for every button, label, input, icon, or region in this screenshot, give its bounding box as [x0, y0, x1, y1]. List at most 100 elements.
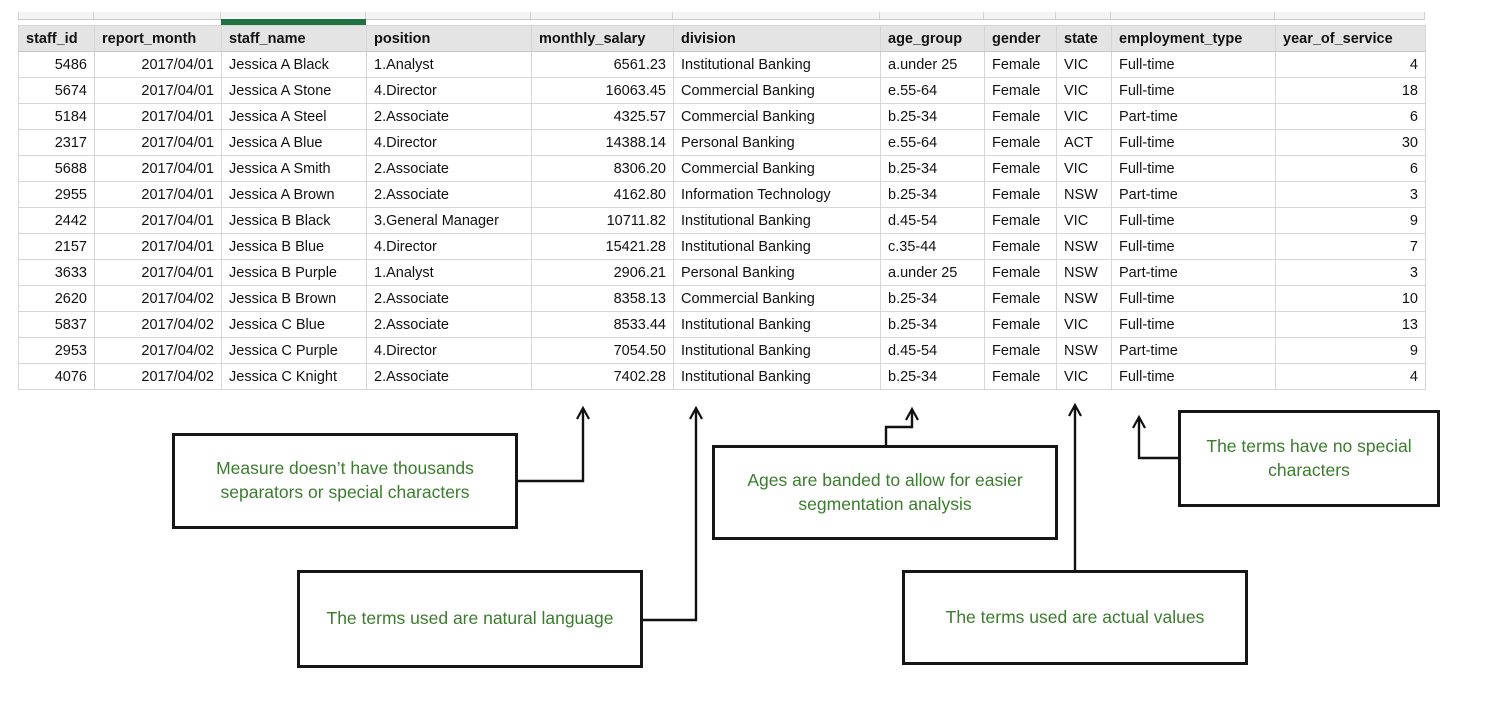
cell-year_of_service[interactable]: 4 — [1275, 363, 1426, 390]
cell-staff_name[interactable]: Jessica B Purple — [221, 259, 367, 286]
cell-staff_id[interactable]: 2317 — [18, 129, 95, 156]
cell-gender[interactable]: Female — [984, 337, 1057, 364]
cell-state[interactable]: ACT — [1056, 129, 1112, 156]
cell-gender[interactable]: Female — [984, 51, 1057, 78]
cell-position[interactable]: 1.Analyst — [366, 51, 532, 78]
cell-position[interactable]: 4.Director — [366, 77, 532, 104]
cell-employment_type[interactable]: Full-time — [1111, 233, 1276, 260]
cell-report_month[interactable]: 2017/04/02 — [94, 363, 222, 390]
cell-position[interactable]: 2.Associate — [366, 311, 532, 338]
cell-report_month[interactable]: 2017/04/01 — [94, 129, 222, 156]
cell-staff_name[interactable]: Jessica A Smith — [221, 155, 367, 182]
cell-age_group[interactable]: b.25-34 — [880, 103, 985, 130]
cell-state[interactable]: VIC — [1056, 51, 1112, 78]
cell-employment_type[interactable]: Full-time — [1111, 155, 1276, 182]
cell-employment_type[interactable]: Full-time — [1111, 77, 1276, 104]
cell-monthly_salary[interactable]: 7402.28 — [531, 363, 674, 390]
cell-age_group[interactable]: b.25-34 — [880, 285, 985, 312]
cell-year_of_service[interactable]: 9 — [1275, 207, 1426, 234]
cell-division[interactable]: Commercial Banking — [673, 285, 881, 312]
cell-staff_id[interactable]: 5486 — [18, 51, 95, 78]
cell-division[interactable]: Institutional Banking — [673, 363, 881, 390]
cell-position[interactable]: 4.Director — [366, 129, 532, 156]
cell-position[interactable]: 2.Associate — [366, 363, 532, 390]
cell-year_of_service[interactable]: 4 — [1275, 51, 1426, 78]
cell-gender[interactable]: Female — [984, 181, 1057, 208]
cell-staff_name[interactable]: Jessica C Purple — [221, 337, 367, 364]
cell-employment_type[interactable]: Full-time — [1111, 285, 1276, 312]
cell-age_group[interactable]: d.45-54 — [880, 207, 985, 234]
column-header-gender[interactable]: gender — [984, 25, 1057, 52]
cell-gender[interactable]: Female — [984, 363, 1057, 390]
cell-age_group[interactable]: b.25-34 — [880, 363, 985, 390]
cell-age_group[interactable]: c.35-44 — [880, 233, 985, 260]
cell-employment_type[interactable]: Full-time — [1111, 363, 1276, 390]
cell-staff_id[interactable]: 3633 — [18, 259, 95, 286]
cell-staff_id[interactable]: 5184 — [18, 103, 95, 130]
cell-division[interactable]: Institutional Banking — [673, 207, 881, 234]
cell-staff_name[interactable]: Jessica B Black — [221, 207, 367, 234]
cell-state[interactable]: NSW — [1056, 337, 1112, 364]
column-header-staff_name[interactable]: staff_name — [221, 25, 367, 52]
column-header-state[interactable]: state — [1056, 25, 1112, 52]
cell-position[interactable]: 2.Associate — [366, 285, 532, 312]
cell-age_group[interactable]: b.25-34 — [880, 311, 985, 338]
cell-staff_id[interactable]: 5837 — [18, 311, 95, 338]
cell-staff_name[interactable]: Jessica B Blue — [221, 233, 367, 260]
cell-report_month[interactable]: 2017/04/01 — [94, 233, 222, 260]
cell-report_month[interactable]: 2017/04/01 — [94, 155, 222, 182]
cell-age_group[interactable]: b.25-34 — [880, 155, 985, 182]
column-header-year_of_service[interactable]: year_of_service — [1275, 25, 1426, 52]
cell-year_of_service[interactable]: 6 — [1275, 155, 1426, 182]
cell-position[interactable]: 4.Director — [366, 233, 532, 260]
cell-age_group[interactable]: a.under 25 — [880, 259, 985, 286]
cell-gender[interactable]: Female — [984, 155, 1057, 182]
cell-age_group[interactable]: e.55-64 — [880, 129, 985, 156]
cell-gender[interactable]: Female — [984, 129, 1057, 156]
cell-staff_id[interactable]: 2442 — [18, 207, 95, 234]
cell-staff_id[interactable]: 2955 — [18, 181, 95, 208]
cell-year_of_service[interactable]: 30 — [1275, 129, 1426, 156]
cell-position[interactable]: 2.Associate — [366, 155, 532, 182]
cell-division[interactable]: Commercial Banking — [673, 103, 881, 130]
cell-staff_id[interactable]: 4076 — [18, 363, 95, 390]
cell-employment_type[interactable]: Part-time — [1111, 103, 1276, 130]
cell-gender[interactable]: Female — [984, 207, 1057, 234]
cell-employment_type[interactable]: Full-time — [1111, 129, 1276, 156]
cell-gender[interactable]: Female — [984, 233, 1057, 260]
column-header-employment_type[interactable]: employment_type — [1111, 25, 1276, 52]
cell-position[interactable]: 3.General Manager — [366, 207, 532, 234]
cell-gender[interactable]: Female — [984, 77, 1057, 104]
cell-division[interactable]: Institutional Banking — [673, 233, 881, 260]
cell-division[interactable]: Institutional Banking — [673, 311, 881, 338]
cell-year_of_service[interactable]: 9 — [1275, 337, 1426, 364]
cell-employment_type[interactable]: Full-time — [1111, 51, 1276, 78]
cell-staff_name[interactable]: Jessica C Blue — [221, 311, 367, 338]
cell-staff_id[interactable]: 5688 — [18, 155, 95, 182]
cell-division[interactable]: Institutional Banking — [673, 51, 881, 78]
cell-employment_type[interactable]: Part-time — [1111, 259, 1276, 286]
cell-state[interactable]: VIC — [1056, 207, 1112, 234]
cell-monthly_salary[interactable]: 8306.20 — [531, 155, 674, 182]
cell-state[interactable]: VIC — [1056, 155, 1112, 182]
cell-division[interactable]: Commercial Banking — [673, 77, 881, 104]
cell-state[interactable]: NSW — [1056, 285, 1112, 312]
cell-division[interactable]: Institutional Banking — [673, 337, 881, 364]
cell-year_of_service[interactable]: 3 — [1275, 259, 1426, 286]
cell-gender[interactable]: Female — [984, 285, 1057, 312]
column-header-report_month[interactable]: report_month — [94, 25, 222, 52]
cell-gender[interactable]: Female — [984, 103, 1057, 130]
cell-report_month[interactable]: 2017/04/02 — [94, 311, 222, 338]
cell-position[interactable]: 2.Associate — [366, 181, 532, 208]
column-header-staff_id[interactable]: staff_id — [18, 25, 95, 52]
column-header-division[interactable]: division — [673, 25, 881, 52]
cell-age_group[interactable]: d.45-54 — [880, 337, 985, 364]
cell-state[interactable]: VIC — [1056, 103, 1112, 130]
cell-state[interactable]: VIC — [1056, 77, 1112, 104]
cell-age_group[interactable]: a.under 25 — [880, 51, 985, 78]
cell-division[interactable]: Personal Banking — [673, 259, 881, 286]
cell-year_of_service[interactable]: 3 — [1275, 181, 1426, 208]
cell-gender[interactable]: Female — [984, 311, 1057, 338]
cell-gender[interactable]: Female — [984, 259, 1057, 286]
cell-report_month[interactable]: 2017/04/01 — [94, 103, 222, 130]
